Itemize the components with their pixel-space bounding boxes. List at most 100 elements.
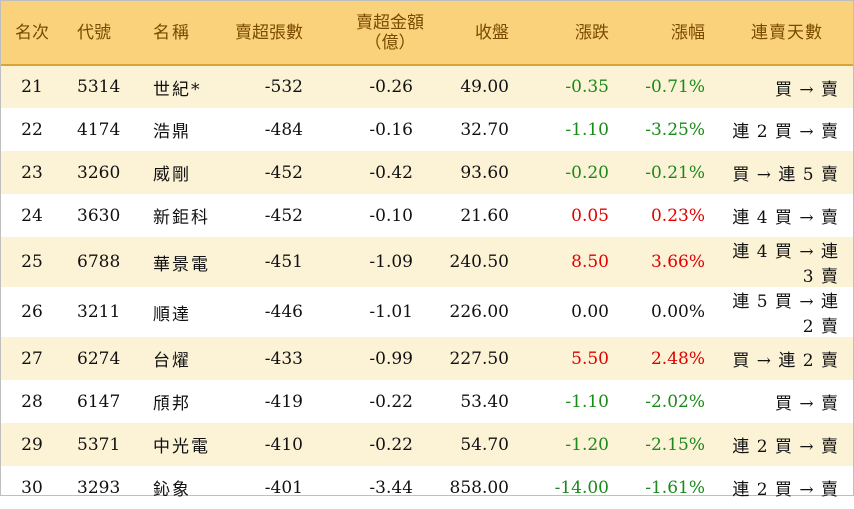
cell-change-pct: 3.66% bbox=[650, 252, 705, 272]
cell-close: 53.40 bbox=[460, 391, 509, 412]
cell-rank: 21 bbox=[21, 77, 43, 97]
cell-close: 32.70 bbox=[460, 119, 509, 140]
cell-code: 4174 bbox=[77, 119, 121, 140]
cell-code: 3630 bbox=[77, 205, 121, 226]
cell-rank: 23 bbox=[21, 162, 43, 183]
table-row: 22 4174 浩鼎 -484 -0.16 32.70 -1.10 -3.25% 連 2 買 →… bbox=[1, 108, 853, 151]
table-row: 24 3630 新鉅科 -452 -0.10 21.60 0.05 0.23% 連 4 買 → … bbox=[1, 194, 853, 237]
cell-close: 93.60 bbox=[460, 162, 509, 183]
table-row: 30 3293 鈊象 -401 -3.44 858.00 -14.00 -1.61% 連 2 買… bbox=[1, 466, 853, 509]
header-sell-amount: 賣超金額 （億） bbox=[327, 1, 433, 66]
cell-change-pct: -2.02% bbox=[645, 391, 705, 412]
cell-sell-amount: -0.10 bbox=[369, 205, 413, 226]
cell-rank: 22 bbox=[21, 119, 43, 140]
table-row: 29 5371 中光電 -410 -0.22 54.70 -1.20 -2.15% 連 2 買 … bbox=[1, 423, 853, 466]
cell-change: 0.00 bbox=[571, 302, 609, 322]
cell-change: -14.00 bbox=[554, 477, 609, 498]
cell-sell-amount: -0.99 bbox=[369, 348, 413, 369]
cell-code: 5371 bbox=[77, 434, 121, 455]
cell-sell-amount: -1.09 bbox=[369, 252, 413, 272]
cell-sell-lots: -433 bbox=[264, 348, 303, 369]
cell-name: 頎邦 bbox=[153, 394, 191, 414]
cell-rank: 26 bbox=[21, 302, 43, 322]
cell-rank: 30 bbox=[21, 477, 43, 498]
cell-name: 世紀* bbox=[153, 79, 202, 100]
cell-sell-amount: -0.22 bbox=[369, 391, 413, 412]
cell-name: 順達 bbox=[153, 304, 191, 325]
header-streak: 連賣天數 bbox=[721, 1, 853, 66]
cell-code: 6274 bbox=[77, 348, 121, 369]
cell-change: -0.35 bbox=[565, 77, 609, 97]
cell-change: 5.50 bbox=[571, 348, 609, 369]
cell-name: 台燿 bbox=[153, 351, 191, 371]
header-sell-lots: 賣超張數 bbox=[219, 1, 327, 66]
cell-code: 6788 bbox=[77, 252, 121, 272]
cell-name: 鈊象 bbox=[153, 480, 191, 500]
table-row: 27 6274 台燿 -433 -0.99 227.50 5.50 2.48% 買 → 連 2 … bbox=[1, 337, 853, 380]
cell-streak: 買 → 賣 bbox=[774, 79, 839, 100]
cell-change-pct: -0.21% bbox=[645, 162, 705, 183]
cell-sell-lots: -419 bbox=[264, 391, 303, 412]
cell-streak: 買 → 連 5 賣 bbox=[732, 165, 839, 185]
cell-change-pct: -1.61% bbox=[645, 477, 705, 498]
cell-change: -1.10 bbox=[565, 119, 609, 140]
cell-sell-amount: -0.16 bbox=[369, 119, 413, 140]
cell-sell-lots: -452 bbox=[264, 162, 303, 183]
cell-sell-lots: -452 bbox=[264, 205, 303, 226]
cell-sell-lots: -446 bbox=[264, 302, 303, 322]
cell-name: 華景電 bbox=[153, 254, 210, 275]
cell-code: 6147 bbox=[77, 391, 121, 412]
cell-change-pct: -2.15% bbox=[645, 434, 705, 455]
cell-close: 49.00 bbox=[460, 77, 509, 97]
cell-close: 226.00 bbox=[449, 302, 509, 322]
cell-rank: 24 bbox=[21, 205, 43, 226]
cell-name: 中光電 bbox=[153, 437, 210, 457]
cell-streak: 連 5 買 → 連 2 賣 bbox=[732, 292, 839, 337]
cell-change-pct: 0.00% bbox=[650, 302, 705, 322]
cell-sell-amount: -0.26 bbox=[369, 77, 413, 97]
table-row: 25 6788 華景電 -451 -1.09 240.50 8.50 3.66% 連 4 買 →… bbox=[1, 237, 853, 287]
cell-streak: 連 4 買 → 連 3 賣 bbox=[732, 242, 839, 287]
cell-code: 5314 bbox=[77, 77, 121, 97]
cell-change-pct: -0.71% bbox=[645, 77, 705, 97]
cell-sell-amount: -3.44 bbox=[369, 477, 413, 498]
table-row: 21 5314 世紀* -532 -0.26 49.00 -0.35 -0.71% 買 → 賣 bbox=[1, 65, 853, 108]
header-rank: 名次 bbox=[1, 1, 63, 66]
cell-sell-lots: -532 bbox=[264, 77, 303, 97]
cell-sell-lots: -484 bbox=[264, 119, 303, 140]
cell-sell-amount: -0.42 bbox=[369, 162, 413, 183]
cell-close: 858.00 bbox=[449, 477, 509, 498]
cell-rank: 25 bbox=[21, 252, 43, 272]
header-name: 名稱 bbox=[135, 1, 219, 66]
cell-close: 54.70 bbox=[460, 434, 509, 455]
cell-close: 227.50 bbox=[449, 348, 509, 369]
cell-code: 3260 bbox=[77, 162, 121, 183]
cell-change: -1.20 bbox=[565, 434, 609, 455]
cell-sell-lots: -410 bbox=[264, 434, 303, 455]
cell-sell-lots: -401 bbox=[264, 477, 303, 498]
table-row: 26 3211 順達 -446 -1.01 226.00 0.00 0.00% 連 5 買 → … bbox=[1, 287, 853, 337]
cell-name: 威剛 bbox=[153, 165, 191, 185]
header-change-pct: 漲幅 bbox=[623, 1, 721, 66]
cell-rank: 29 bbox=[21, 434, 43, 455]
cell-name: 新鉅科 bbox=[153, 208, 210, 228]
table-row: 28 6147 頎邦 -419 -0.22 53.40 -1.10 -2.02% 買 → 賣 bbox=[1, 380, 853, 423]
cell-code: 3211 bbox=[77, 302, 121, 322]
header-code: 代號 bbox=[63, 1, 135, 66]
cell-change: -0.20 bbox=[565, 162, 609, 183]
cell-streak: 連 2 買 → 賣 bbox=[732, 122, 839, 142]
cell-streak: 連 2 買 → 賣 bbox=[732, 480, 839, 500]
cell-sell-amount: -1.01 bbox=[369, 302, 413, 322]
header-sell-amount-line2: （億） bbox=[364, 32, 416, 53]
cell-change-pct: 0.23% bbox=[650, 205, 705, 226]
header-close: 收盤 bbox=[433, 1, 529, 66]
cell-sell-lots: -451 bbox=[264, 252, 303, 272]
cell-change: 8.50 bbox=[571, 252, 609, 272]
cell-code: 3293 bbox=[77, 477, 121, 498]
cell-change-pct: -3.25% bbox=[645, 119, 705, 140]
cell-name: 浩鼎 bbox=[153, 122, 191, 142]
cell-change: 0.05 bbox=[571, 205, 609, 226]
